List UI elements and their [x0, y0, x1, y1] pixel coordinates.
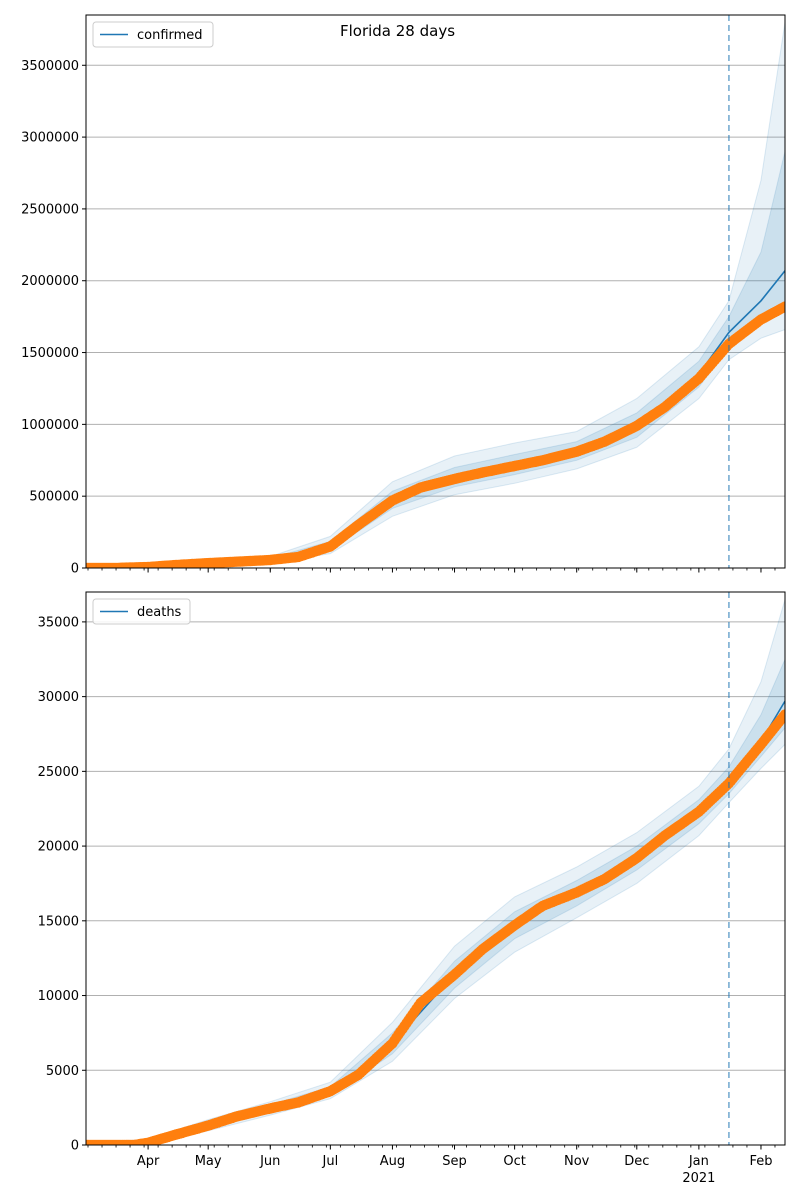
legend-box: [92, 598, 191, 625]
chart-title: Florida 28 days: [340, 22, 455, 40]
y-tick-label: 30000: [38, 690, 79, 705]
model-line: [86, 700, 785, 1145]
x-tick-label: Oct: [503, 1154, 525, 1169]
x-tick-label: Apr: [137, 1154, 160, 1169]
x-tick-label: Sep: [442, 1154, 467, 1169]
y-tick-label: 35000: [38, 615, 79, 630]
legend-label: deaths: [137, 605, 182, 620]
plot-area: [86, 22, 785, 568]
x-tick-label: Dec: [624, 1154, 649, 1169]
y-tick-label: 5000: [46, 1064, 79, 1079]
legend: confirmed: [92, 21, 214, 48]
y-tick-label: 10000: [38, 989, 79, 1004]
uncertainty-band-inner: [86, 151, 785, 568]
chart-panel-1: 0 500000 1000000 1500000 2000000 2500000 30000…: [21, 14, 786, 577]
y-tick-label: 0: [71, 562, 79, 577]
y-tick-label: 25000: [38, 765, 79, 780]
x-tick-label: Nov: [564, 1154, 590, 1169]
y-tick-label: 1000000: [21, 418, 79, 433]
x-tick-label: Jun: [259, 1154, 280, 1169]
x-tick-label: Feb: [749, 1154, 772, 1169]
axes-frame: [85, 591, 786, 1146]
plot-area: [86, 599, 785, 1145]
uncertainty-band-inner: [86, 659, 785, 1145]
observed-point: [779, 301, 785, 312]
y-tick-label: 1500000: [21, 346, 79, 361]
y-tick-label: 0: [71, 1139, 79, 1154]
x-tick-label: May: [195, 1154, 222, 1169]
y-tick-label: 3000000: [21, 131, 79, 146]
y-tick-label: 2500000: [21, 202, 79, 217]
y-tick-label: 3500000: [21, 59, 79, 74]
legend-box: [92, 21, 214, 48]
y-tick-label: 2000000: [21, 274, 79, 289]
x-year-label: 2021: [682, 1171, 715, 1186]
y-tick-label: 20000: [38, 840, 79, 855]
uncertainty-band-outer: [86, 599, 785, 1145]
chart-panel-2: 0 5000 10000 15000 20000 25000 30000 35000 Apr Ma…: [38, 591, 786, 1186]
x-tick-label: Jul: [322, 1154, 339, 1169]
observed-point: [779, 709, 785, 720]
observed-points: [86, 301, 785, 568]
model-line: [86, 270, 785, 568]
axes-frame: [85, 14, 786, 569]
y-tick-label: 500000: [29, 490, 79, 505]
observed-points: [86, 709, 785, 1145]
x-tick-label: Jan: [688, 1154, 709, 1169]
x-tick-label: Aug: [380, 1154, 405, 1169]
y-tick-label: 15000: [38, 914, 79, 929]
legend: deaths: [92, 598, 191, 625]
legend-label: confirmed: [137, 28, 203, 43]
